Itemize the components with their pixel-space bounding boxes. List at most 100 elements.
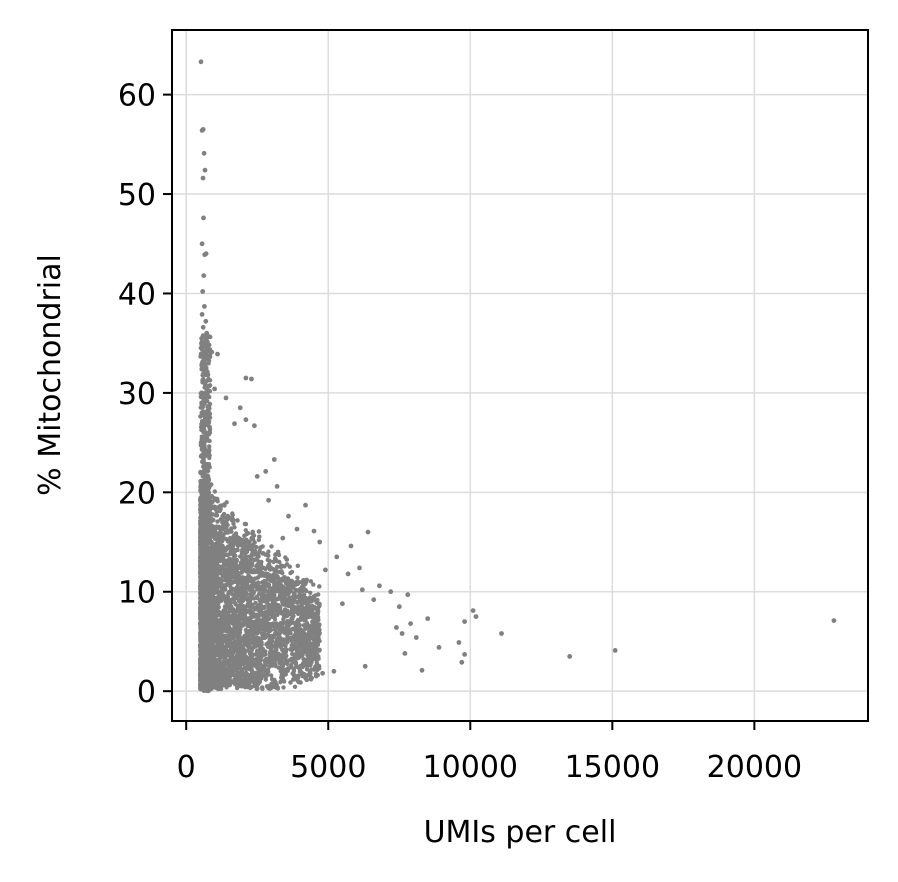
data-point <box>309 607 314 612</box>
data-point <box>287 595 292 600</box>
data-point <box>279 663 284 669</box>
data-point <box>281 617 286 622</box>
data-point <box>258 545 263 550</box>
data-point <box>287 564 292 569</box>
data-point <box>245 544 250 549</box>
data-point <box>226 589 232 595</box>
data-point <box>226 528 231 534</box>
data-point <box>304 621 310 626</box>
data-point <box>314 660 319 665</box>
data-point <box>238 560 244 565</box>
data-point <box>243 521 249 527</box>
data-point <box>240 603 246 609</box>
data-point <box>317 584 322 589</box>
data-point <box>259 674 264 679</box>
data-point <box>215 496 220 501</box>
data-point <box>250 671 256 676</box>
data-point <box>284 557 289 562</box>
data-point <box>308 590 313 595</box>
data-point <box>280 570 285 576</box>
data-point <box>309 655 314 661</box>
data-point <box>214 513 220 518</box>
data-point <box>254 564 259 569</box>
data-point <box>242 533 247 538</box>
data-point <box>219 583 224 588</box>
data-point <box>231 575 236 580</box>
data-point <box>221 563 227 569</box>
data-point <box>225 552 230 558</box>
data-point <box>253 644 258 649</box>
data-point <box>295 673 301 678</box>
data-point <box>259 559 264 565</box>
data-point <box>248 662 254 668</box>
data-point <box>267 567 273 572</box>
data-point <box>271 635 276 640</box>
data-point <box>260 551 266 556</box>
data-point <box>285 639 290 645</box>
data-point <box>224 521 229 526</box>
data-point <box>274 647 279 653</box>
data-point <box>275 564 280 570</box>
data-point <box>226 605 232 610</box>
data-point <box>240 547 245 552</box>
data-point <box>260 618 265 623</box>
data-point <box>256 584 261 589</box>
data-point <box>306 640 312 645</box>
data-point <box>221 612 226 617</box>
data-point <box>235 638 240 643</box>
data-point <box>239 570 244 575</box>
data-point <box>232 525 237 530</box>
data-point <box>269 544 274 549</box>
data-point <box>275 574 280 579</box>
data-point <box>292 633 297 638</box>
data-point <box>289 569 295 575</box>
data-point <box>266 549 271 554</box>
data-point <box>267 654 272 660</box>
data-point <box>266 644 271 649</box>
data-point <box>277 592 283 598</box>
data-point <box>280 610 286 616</box>
data-point <box>220 513 225 519</box>
data-point <box>236 621 242 627</box>
data-point <box>291 666 296 671</box>
data-point <box>283 643 288 649</box>
data-point <box>248 678 254 684</box>
data-point <box>260 685 265 690</box>
data-point <box>255 686 260 691</box>
data-point <box>298 680 303 685</box>
data-point <box>317 601 322 607</box>
data-point <box>271 567 276 572</box>
data-point <box>254 544 259 550</box>
data-point <box>283 657 288 662</box>
data-point <box>234 557 239 563</box>
data-point <box>217 610 222 615</box>
data-point <box>243 648 248 654</box>
data-point <box>249 585 254 590</box>
data-point <box>277 660 282 665</box>
data-point <box>223 583 228 588</box>
data-point <box>240 566 245 572</box>
data-point <box>256 537 261 543</box>
data-point <box>249 556 254 561</box>
data-point <box>262 630 267 635</box>
data-point <box>292 684 298 689</box>
data-point <box>224 641 229 646</box>
data-point <box>304 677 309 683</box>
data-point <box>246 633 252 638</box>
data-point <box>272 662 278 667</box>
data-point <box>275 624 280 629</box>
data-point <box>218 686 224 692</box>
data-point <box>214 509 219 515</box>
data-point <box>239 543 244 548</box>
data-point <box>266 553 271 558</box>
data-point <box>263 583 268 588</box>
data-point <box>224 537 229 542</box>
data-point <box>243 580 249 585</box>
data-point <box>242 609 247 614</box>
data-point <box>272 617 278 622</box>
data-point <box>252 676 257 681</box>
data-point <box>301 632 306 637</box>
data-point <box>215 581 221 586</box>
data-point <box>290 651 295 657</box>
